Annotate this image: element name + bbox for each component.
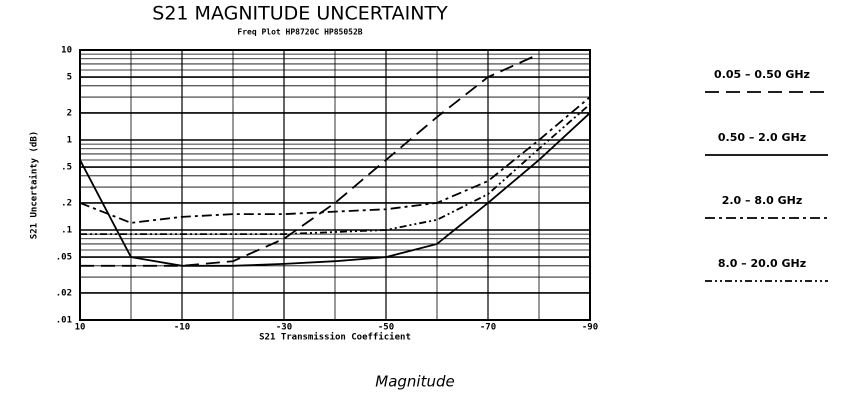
x-axis-label: S21 Transmission Coefficient [259, 332, 411, 343]
x-tick-label: -30 [276, 323, 292, 333]
series-line [79, 96, 591, 224]
caption: Magnitude [375, 373, 454, 391]
series-line [80, 103, 591, 236]
legend-label: 0.50 – 2.0 GHz [718, 131, 806, 144]
x-tick-label: 10 [75, 323, 86, 333]
y-tick-label: 1 [67, 136, 72, 146]
y-tick-label: .5 [61, 163, 72, 173]
legend-label: 8.0 – 20.0 GHz [718, 257, 806, 270]
series-line [79, 112, 591, 267]
legend-label: 2.0 – 8.0 GHz [722, 194, 803, 207]
y-tick-label: 10 [61, 46, 72, 56]
y-tick-label: .01 [56, 316, 72, 326]
y-tick-label: .02 [56, 288, 72, 298]
series-line [80, 53, 540, 267]
chart-title: S21 MAGNITUDE UNCERTAINTY [152, 3, 448, 25]
y-tick-label: .2 [61, 198, 72, 208]
y-tick-label: 2 [67, 108, 72, 118]
y-tick-label: 5 [67, 73, 72, 83]
x-tick-label: -70 [480, 323, 496, 333]
legend-label: 0.05 – 0.50 GHz [714, 68, 810, 81]
x-tick-label: -90 [582, 323, 598, 333]
x-tick-label: -10 [174, 323, 190, 333]
plot-frame [79, 49, 591, 321]
y-tick-label: .1 [61, 226, 72, 236]
chart-subtitle: Freq Plot HP8720C HP85052B [237, 28, 362, 37]
y-axis-label: S21 Uncertainty (dB) [29, 131, 40, 239]
y-tick-label: .05 [56, 253, 72, 263]
x-tick-label: -50 [378, 323, 394, 333]
